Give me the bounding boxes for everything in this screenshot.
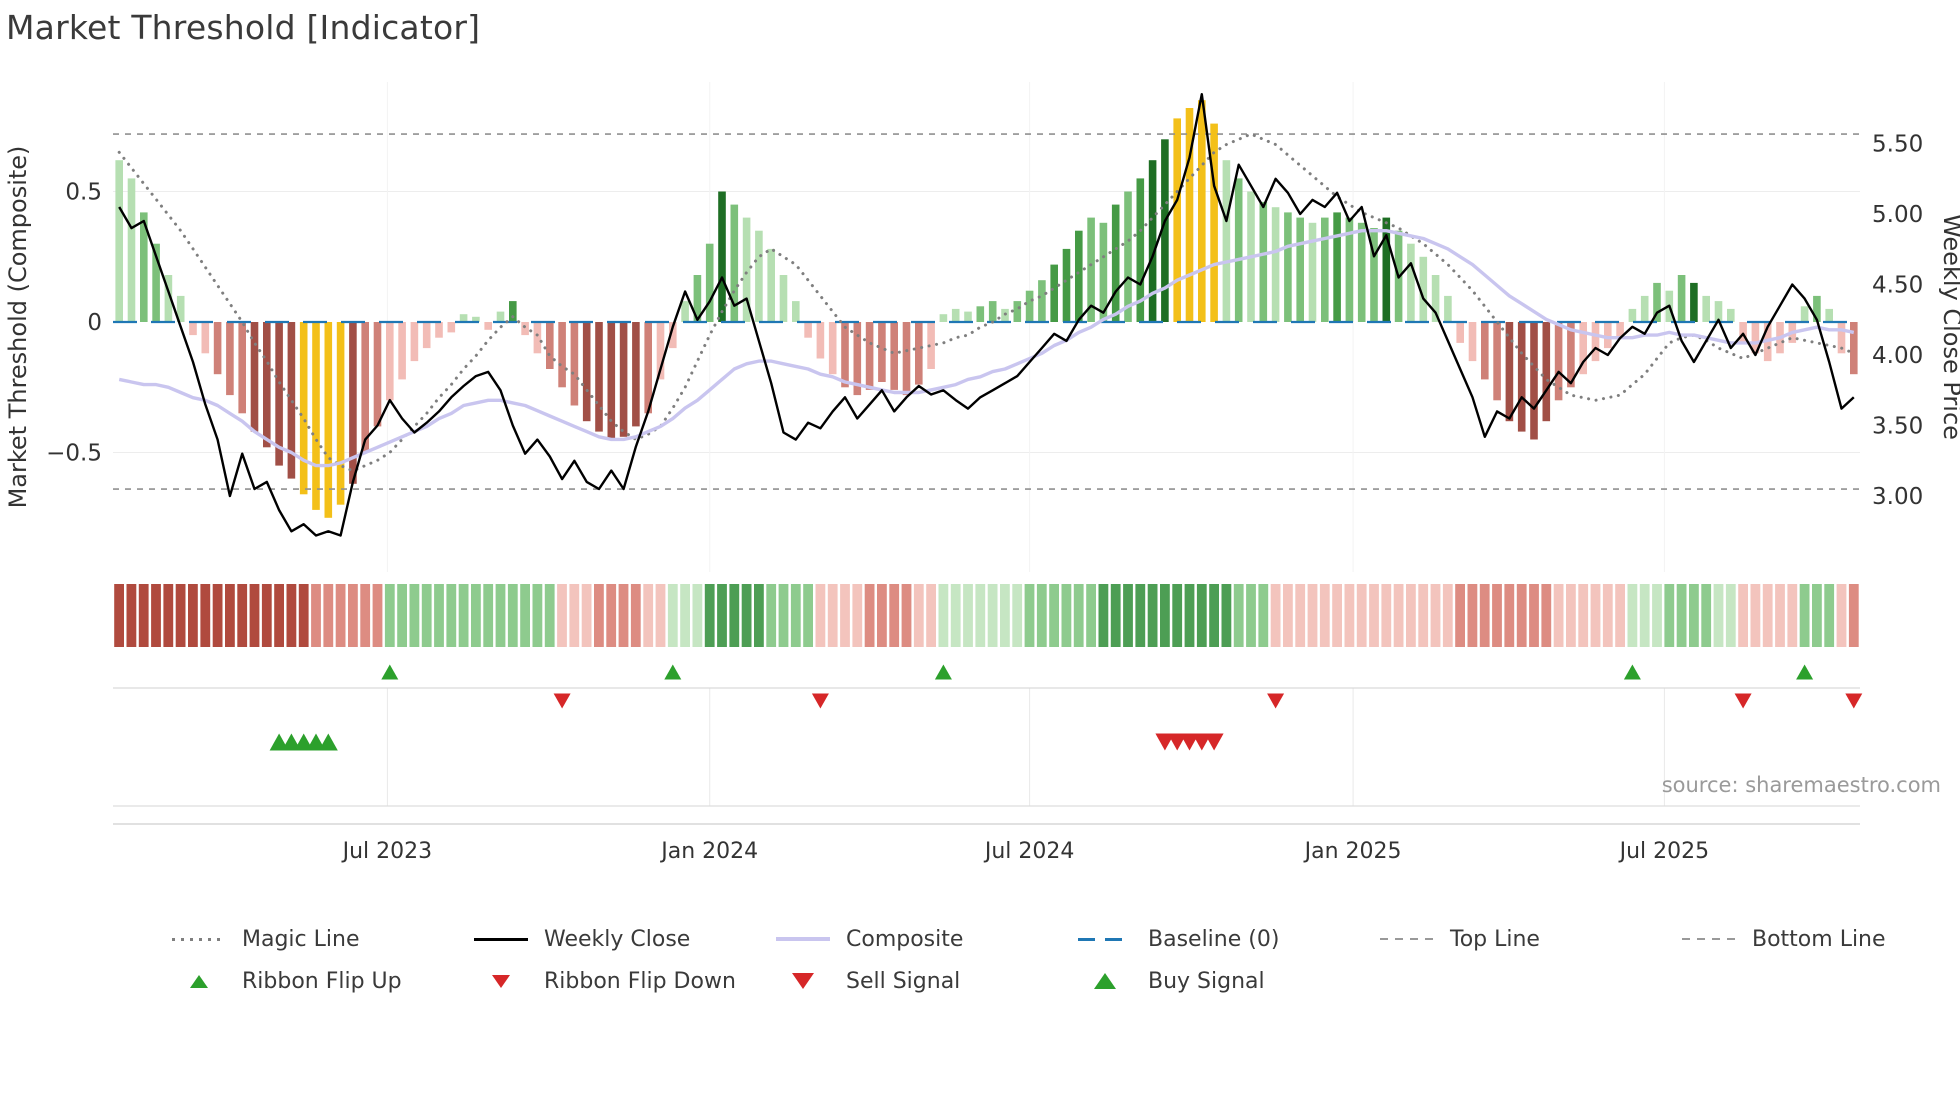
svg-text:4.00: 4.00 [1872, 343, 1923, 369]
legend-label: Ribbon Flip Down [544, 968, 736, 994]
legend-label: Composite [846, 926, 964, 952]
source-text: source: sharemaestro.com [1662, 773, 1941, 797]
svg-text:Jul 2025: Jul 2025 [1618, 839, 1710, 864]
legend-row-1: Magic Line Weekly Close Composite Baseli… [172, 918, 1960, 960]
legend-item-sell-signal: Sell Signal [776, 969, 1078, 994]
svg-text:3.00: 3.00 [1872, 484, 1923, 510]
svg-text:Jan 2024: Jan 2024 [659, 839, 758, 864]
red-triangle-down-icon [492, 974, 510, 988]
legend-label: Baseline (0) [1148, 926, 1280, 952]
blue-dash-line-icon [1078, 937, 1132, 941]
sell-signal-markers [1155, 733, 1224, 751]
legend-item-top-line: Top Line [1380, 927, 1682, 952]
composite-bars [115, 100, 1858, 518]
svg-text:Jan 2025: Jan 2025 [1303, 839, 1402, 864]
svg-text:Jul 2024: Jul 2024 [983, 839, 1075, 864]
flip-down-markers [553, 693, 1863, 709]
legend-label: Weekly Close [544, 926, 691, 952]
magic-line-swatch [172, 928, 226, 950]
weekly-close-swatch [474, 928, 528, 950]
legend-row-2: Ribbon Flip Up Ribbon Flip Down Sell Sig… [172, 960, 1960, 1002]
ribbon-flip-up-swatch [172, 970, 226, 992]
legend-label: Ribbon Flip Up [242, 968, 402, 994]
buy-signal-swatch [1078, 970, 1132, 992]
gridlines [113, 82, 1860, 806]
legend-item-ribbon-flip-up: Ribbon Flip Up [172, 969, 474, 994]
dotted-line-icon [172, 937, 226, 941]
top-line-swatch [1380, 928, 1434, 950]
gray-dash-line-icon [1682, 938, 1736, 940]
green-triangle-up-icon [1094, 973, 1116, 989]
svg-text:Jul 2023: Jul 2023 [341, 839, 433, 864]
legend-item-magic-line: Magic Line [172, 927, 474, 952]
red-triangle-down-icon [792, 973, 814, 989]
svg-text:−0.5: −0.5 [46, 441, 102, 467]
baseline-swatch [1078, 928, 1132, 950]
ribbon-strip [114, 584, 1859, 647]
gray-dash-line-icon [1380, 938, 1434, 940]
legend-item-composite: Composite [776, 927, 1078, 952]
svg-text:4.50: 4.50 [1872, 273, 1923, 299]
right-axis-ticks: 5.50 5.00 4.50 4.00 3.50 3.00 [1872, 132, 1923, 511]
weekly-close-line [118, 93, 1855, 537]
svg-text:3.50: 3.50 [1872, 414, 1923, 440]
sell-signal-swatch [776, 970, 830, 992]
lavender-line-icon [776, 937, 830, 941]
composite-swatch [776, 928, 830, 950]
svg-text:0: 0 [87, 310, 102, 336]
chart-legend: Magic Line Weekly Close Composite Baseli… [0, 918, 1960, 1002]
legend-item-buy-signal: Buy Signal [1078, 969, 1380, 994]
legend-item-ribbon-flip-down: Ribbon Flip Down [474, 969, 776, 994]
legend-label: Top Line [1450, 926, 1540, 952]
x-axis-labels: Jul 2023 Jan 2024 Jul 2024 Jan 2025 Jul 2025 [341, 839, 1710, 864]
flip-up-markers [381, 664, 1814, 680]
buy-signal-markers [269, 733, 338, 751]
magic-line [117, 132, 1856, 473]
legend-label: Sell Signal [846, 968, 961, 994]
legend-item-weekly-close: Weekly Close [474, 927, 776, 952]
bottom-line-swatch [1682, 928, 1736, 950]
green-triangle-up-icon [190, 974, 208, 988]
svg-text:5.00: 5.00 [1872, 202, 1923, 228]
svg-text:0.5: 0.5 [65, 180, 102, 206]
chart-title: Market Threshold [Indicator] [6, 8, 481, 47]
solid-line-icon [474, 937, 528, 941]
legend-label: Magic Line [242, 926, 360, 952]
legend-label: Bottom Line [1752, 926, 1886, 952]
composite-line [118, 229, 1855, 468]
legend-label: Buy Signal [1148, 968, 1265, 994]
right-axis-title: Weekly Close Price [1938, 214, 1960, 440]
left-axis-title: Market Threshold (Composite) [4, 146, 32, 509]
legend-item-baseline: Baseline (0) [1078, 927, 1380, 952]
legend-item-bottom-line: Bottom Line [1682, 927, 1960, 952]
ribbon-flip-down-swatch [474, 970, 528, 992]
indicator-chart: source: sharemaestro.com Jul 2023 Jan 2024… [4, 82, 1960, 864]
svg-text:5.50: 5.50 [1872, 132, 1923, 158]
left-axis-ticks: 0.5 0 −0.5 [46, 180, 102, 467]
